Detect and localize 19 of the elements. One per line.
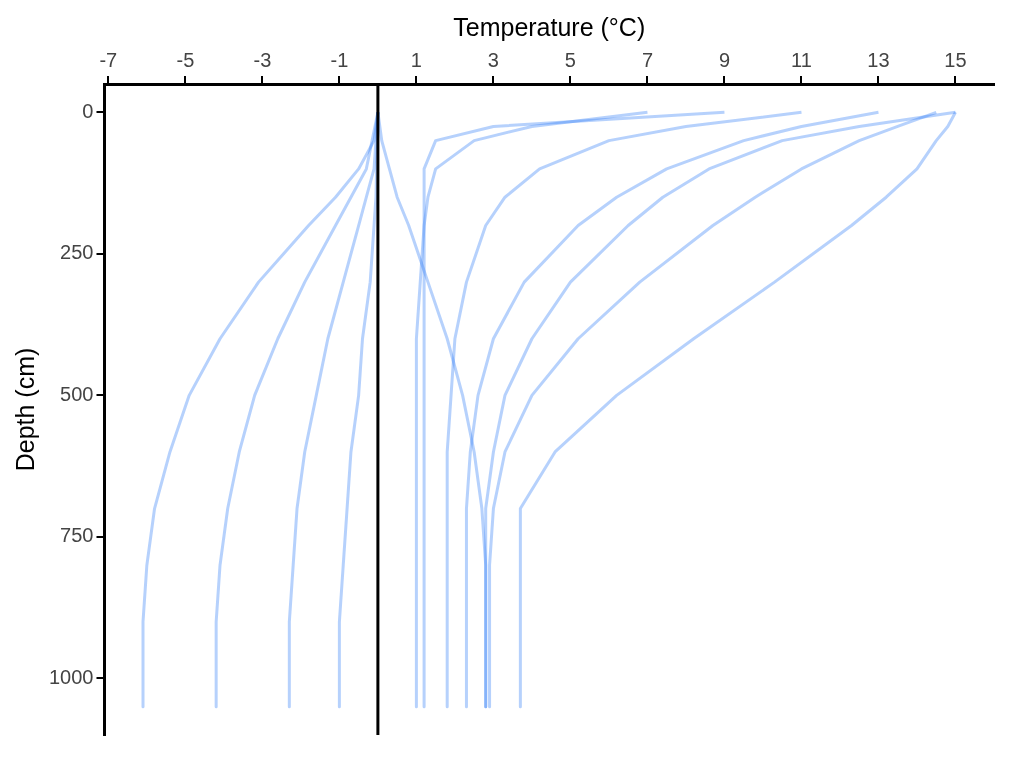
x-tick-label: 13 xyxy=(867,48,890,71)
x-tick-label: 11 xyxy=(791,48,812,71)
x-tick-label: -5 xyxy=(176,48,195,71)
x-tick-label: 1 xyxy=(410,48,422,71)
x-tick-label: -1 xyxy=(330,48,349,71)
x-axis-title: Temperature (°C) xyxy=(453,12,646,41)
y-tick-label: 1000 xyxy=(48,665,94,688)
x-tick-label: 7 xyxy=(641,48,653,71)
x-tick-label: 5 xyxy=(564,48,576,71)
x-tick-label: -3 xyxy=(253,48,272,71)
x-tick-label: 15 xyxy=(944,48,967,71)
y-tick-label: 750 xyxy=(60,524,94,547)
y-tick-label: 500 xyxy=(60,382,94,405)
y-tick-label: 0 xyxy=(82,99,94,122)
x-tick-label: 9 xyxy=(718,48,731,71)
y-tick-label: 250 xyxy=(60,241,94,264)
x-tick-label: 3 xyxy=(487,48,499,71)
y-axis-title: Depth (cm) xyxy=(10,347,39,472)
x-tick-label: -7 xyxy=(99,48,118,71)
